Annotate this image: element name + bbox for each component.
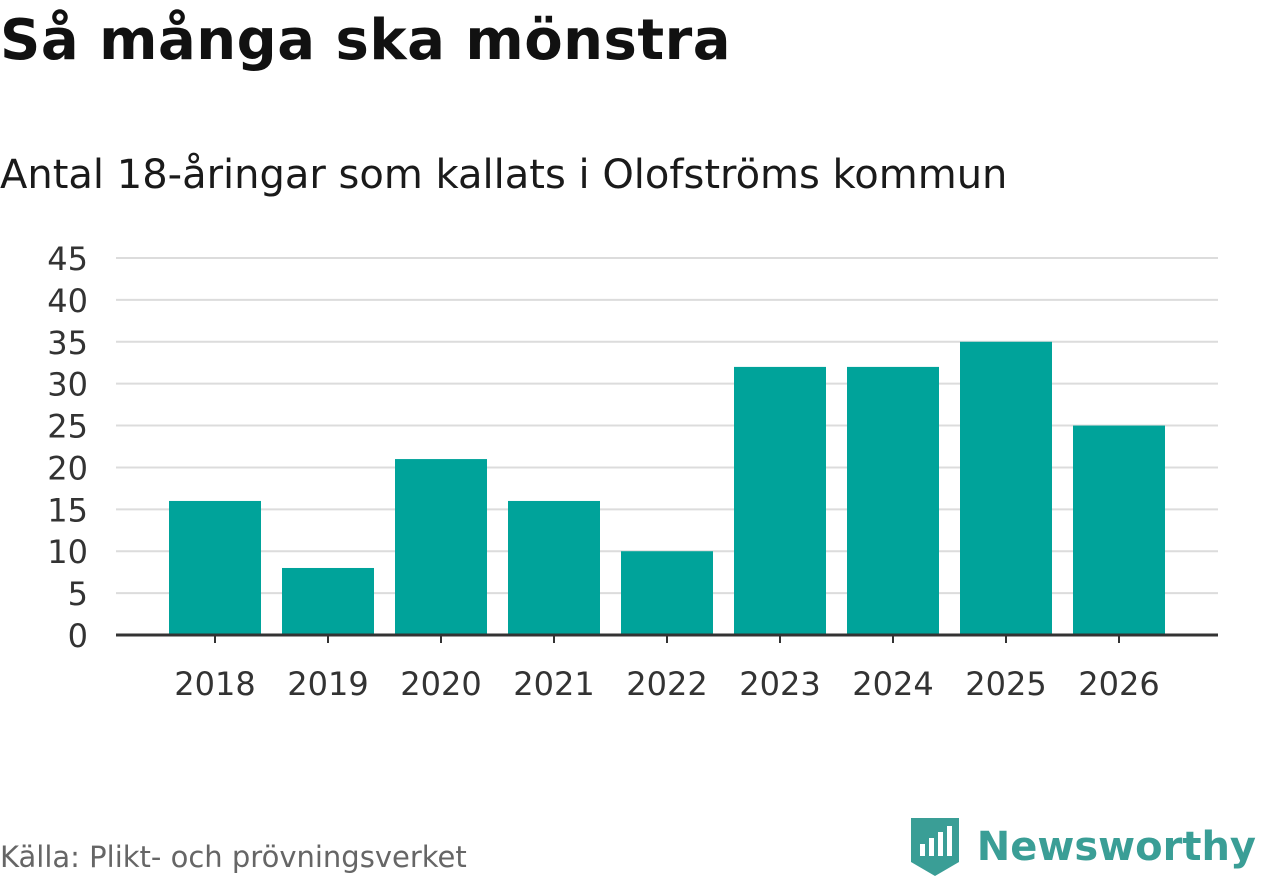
chart-subtitle: Antal 18-åringar som kallats i Olofström… [0, 152, 1008, 198]
x-tick-label: 2021 [513, 665, 594, 703]
bar-2023 [734, 366, 826, 635]
newsworthy-logo-icon [910, 818, 959, 876]
x-tick-label: 2026 [1078, 665, 1159, 703]
bar-2020 [395, 459, 487, 635]
x-tick-label: 2019 [287, 665, 368, 703]
x-tick-label: 2020 [400, 665, 481, 703]
y-tick-label: 30 [47, 366, 88, 404]
x-tick-label: 2022 [626, 665, 707, 703]
y-tick-label: 40 [47, 282, 88, 320]
bar-2019 [282, 567, 374, 635]
y-tick-label: 15 [47, 491, 88, 529]
bar-chart: 0 5 10 15 2025 30 35 40 45 2018 2019 2020 2021 2022 20… [47, 240, 1218, 703]
y-tick-label: 20 [47, 449, 88, 487]
brand: Newsworthy [910, 818, 1256, 876]
brand-name: Newsworthy [976, 824, 1256, 870]
y-tick-label: 45 [47, 240, 88, 278]
bar-2025 [960, 341, 1052, 635]
bar-2021 [508, 500, 600, 635]
y-tick-label: 35 [47, 324, 88, 362]
bar-2026 [1073, 425, 1165, 635]
x-tick-label: 2018 [174, 665, 255, 703]
chart-title: Så många ska mönstra [0, 8, 732, 73]
source-note: Källa: Plikt- och prövningsverket [0, 840, 467, 874]
bar-2018 [169, 500, 261, 635]
x-tick-label: 2025 [965, 665, 1046, 703]
y-tick-label: 10 [47, 533, 88, 571]
bar-2024 [847, 366, 939, 635]
y-tick-label: 5 [68, 575, 88, 613]
bar-2022 [621, 551, 713, 635]
x-tick-label: 2023 [739, 665, 820, 703]
y-tick-label: 25 [47, 408, 88, 446]
x-tick-label: 2024 [852, 665, 933, 703]
y-tick-label: 0 [68, 617, 88, 655]
